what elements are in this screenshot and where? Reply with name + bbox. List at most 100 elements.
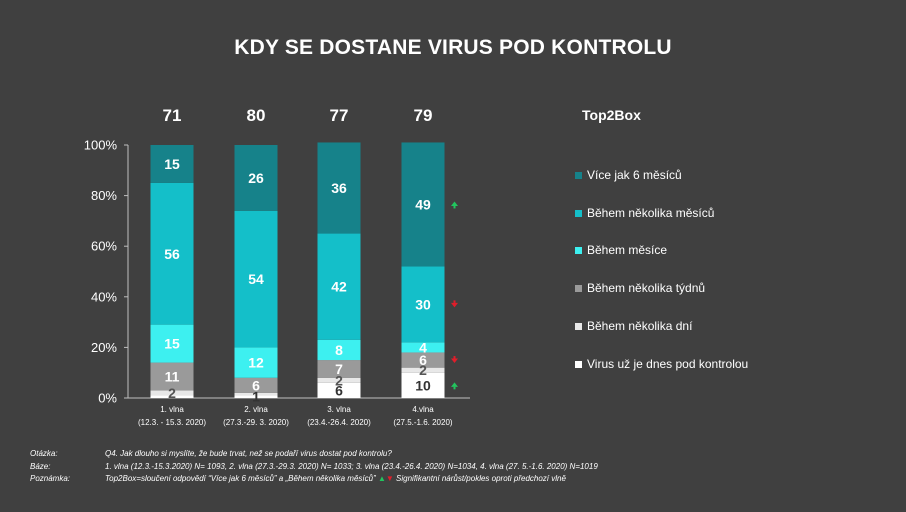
legend-item: Více jak 6 měsíců xyxy=(575,168,682,182)
question-text: Q4. Jak dlouho si myslíte, že bude trvat… xyxy=(105,449,392,458)
bar-segment xyxy=(234,377,278,393)
bar-segment xyxy=(401,367,445,373)
note-text: Top2Box=sloučení odpovědí “Více jak 6 mě… xyxy=(105,473,566,486)
note-definition: Top2Box=sloučení odpovědí “Více jak 6 mě… xyxy=(105,474,376,483)
x-category-label: (12.3. - 15.3. 2020) xyxy=(138,418,206,427)
top2box-value: 80 xyxy=(247,106,266,125)
legend-item: Během několika měsíců xyxy=(575,206,714,220)
arrow-stem xyxy=(453,205,456,209)
base-label: Báze: xyxy=(30,461,51,471)
bar-segment xyxy=(401,352,445,368)
legend-swatch xyxy=(575,171,582,179)
bar-segment xyxy=(317,377,361,383)
data-label: 2 xyxy=(335,372,343,388)
data-label: 4 xyxy=(419,339,427,355)
question-label: Otázka: xyxy=(30,449,58,458)
data-label: 30 xyxy=(415,296,431,312)
arrow-up-icon xyxy=(451,201,458,206)
bar-segment xyxy=(401,266,445,343)
y-tick-label: 60% xyxy=(91,239,117,254)
legend-title: Top2Box xyxy=(582,107,641,123)
legend-item: Během měsíce xyxy=(575,243,667,257)
data-label: 42 xyxy=(331,279,347,295)
x-category-label: 3. vlna xyxy=(327,405,351,414)
legend-swatch xyxy=(575,284,582,292)
significance-arrows xyxy=(451,201,458,390)
bar-segment xyxy=(150,395,194,398)
base-text: 1. vlna (12.3.-15.3.2020) N= 1093, 2. vl… xyxy=(105,461,598,471)
bar-segment xyxy=(150,182,194,325)
data-label: 2 xyxy=(419,362,427,378)
slide-title: KDY SE DOSTANE VIRUS POD KONTROLU xyxy=(234,36,672,59)
bar-segment xyxy=(317,339,361,361)
x-category-label: 4.vlna xyxy=(412,405,434,414)
arrow-down-icon xyxy=(451,358,458,364)
bar-segment xyxy=(150,362,194,391)
bar-segment xyxy=(234,210,278,348)
top2box-values: 71 80 77 79 xyxy=(163,106,433,125)
legend-item: Virus už je dnes pod kontrolou xyxy=(575,357,748,371)
bar-segment xyxy=(317,142,361,234)
legend-item: Během několika týdnů xyxy=(575,281,705,295)
bar-segment xyxy=(234,392,278,396)
data-label: 26 xyxy=(248,170,264,186)
data-label: 15 xyxy=(164,336,180,352)
data-label: 6 xyxy=(335,382,343,398)
legend-label: Během měsíce xyxy=(587,243,668,257)
bar-segment xyxy=(401,372,445,398)
bar-segment xyxy=(234,347,278,378)
x-category-label: (27.3.-29. 3. 2020) xyxy=(223,418,289,427)
bar-segment xyxy=(401,342,445,353)
x-category-label: (23.4.-26.4. 2020) xyxy=(307,418,371,427)
arrow-down-icon xyxy=(451,302,458,308)
bar-segment xyxy=(401,142,445,267)
bars xyxy=(150,142,445,398)
legend-label: Virus už je dnes pod kontrolou xyxy=(587,357,749,371)
bar-segment xyxy=(317,360,361,378)
legend-swatch xyxy=(575,322,582,330)
top2box-value: 79 xyxy=(414,106,433,125)
arrow-down-icon: ▼ xyxy=(385,474,394,483)
top2box-value: 71 xyxy=(163,106,182,125)
bar-segment xyxy=(150,145,194,183)
legend-swatch xyxy=(575,246,582,254)
bar-segment xyxy=(234,395,278,398)
data-label: 12 xyxy=(248,355,264,371)
x-axis-categories: 1. vlna (12.3. - 15.3. 2020) 2. vlna (27.3.… xyxy=(138,405,453,427)
legend-item: Během několika dní xyxy=(575,319,692,333)
data-label: 1 xyxy=(252,389,260,405)
legend-label: Více jak 6 měsíců xyxy=(587,168,682,182)
data-label: 10 xyxy=(415,377,431,393)
x-category-label: 2. vlna xyxy=(244,405,268,414)
data-label: 8 xyxy=(335,342,343,358)
y-axis: 0% 20% 40% 60% 80% 100% xyxy=(84,138,470,406)
data-label: 11 xyxy=(165,368,180,384)
data-label: 7 xyxy=(335,361,343,377)
bar-segment xyxy=(150,324,194,363)
data-label: 6 xyxy=(252,377,260,393)
bar-segment xyxy=(317,382,361,398)
data-label: 6 xyxy=(419,352,427,368)
arrow-stem xyxy=(453,386,456,390)
legend-label: Během několika týdnů xyxy=(587,281,706,295)
y-tick-label: 20% xyxy=(91,340,117,355)
top2box-value: 77 xyxy=(330,106,349,125)
y-tick-label: 100% xyxy=(84,138,118,153)
arrow-up-icon: ▲ xyxy=(377,474,386,483)
note-significance: Signifikantní nárůst/pokles oproti předc… xyxy=(396,474,566,483)
y-tick-label: 0% xyxy=(98,391,117,406)
bar-segment xyxy=(317,233,361,340)
data-label: 54 xyxy=(248,271,264,287)
bar-segment xyxy=(234,145,278,211)
arrow-up-icon xyxy=(451,382,458,387)
y-tick-label: 80% xyxy=(91,188,117,203)
x-category-label: (27.5.-1.6. 2020) xyxy=(393,418,452,427)
bar-segment xyxy=(150,390,194,396)
arrow-stem xyxy=(453,356,456,359)
data-label: 15 xyxy=(164,156,180,172)
legend-swatch xyxy=(575,209,582,217)
arrow-stem xyxy=(453,300,456,303)
data-label: 2 xyxy=(168,385,176,401)
